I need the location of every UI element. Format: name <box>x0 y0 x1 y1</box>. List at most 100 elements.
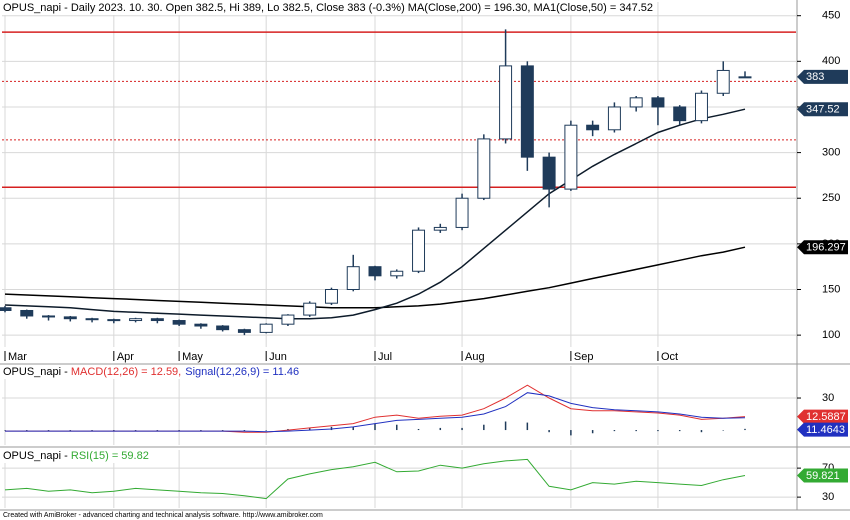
moving-average-line <box>4 108 746 320</box>
indicator-line <box>5 392 746 433</box>
histogram-bar <box>700 430 703 433</box>
price-label-box <box>797 409 848 424</box>
candle-body <box>20 309 34 317</box>
histogram-bar <box>178 430 180 431</box>
histogram-bar <box>352 426 354 431</box>
histogram-bar <box>570 430 572 436</box>
price-label: 12.5887 <box>806 411 846 423</box>
candle-body <box>368 266 382 277</box>
y-tick-label: 450 <box>822 10 840 22</box>
candle-body <box>629 97 643 108</box>
histogram-bar <box>134 430 137 431</box>
candle-body <box>303 302 317 316</box>
histogram-bar <box>374 423 376 431</box>
histogram-bar <box>504 421 507 431</box>
candle-body <box>85 318 99 321</box>
price-label-box <box>797 422 848 437</box>
histogram-bar <box>47 430 50 431</box>
title-background <box>0 449 158 463</box>
price-label-box <box>797 240 848 255</box>
histogram-bar <box>417 428 420 431</box>
histogram-bar <box>613 430 616 432</box>
candle-body <box>216 325 230 331</box>
candle-body <box>63 316 77 320</box>
histogram-bar <box>243 430 246 432</box>
candle-body <box>651 97 665 108</box>
histogram-bar <box>113 430 115 431</box>
candle-body <box>694 92 708 122</box>
candle-body <box>520 65 534 158</box>
histogram-bar <box>91 430 93 431</box>
histogram-bar <box>526 422 529 431</box>
histogram-bar <box>396 424 398 431</box>
histogram-bar <box>330 426 333 431</box>
candle-body <box>586 124 600 131</box>
y-tick-label: 300 <box>822 147 840 159</box>
histogram-bar <box>156 430 159 431</box>
histogram-bar <box>265 430 267 431</box>
footer: Created with AmiBroker - advanced charti… <box>3 512 323 519</box>
y-tick-label: 30 <box>822 491 834 503</box>
candle-body <box>0 307 12 311</box>
candle-body <box>194 323 208 327</box>
histogram-bar <box>722 430 724 431</box>
x-tick-label: Aug <box>465 351 485 363</box>
candle-body <box>237 329 251 333</box>
x-tick-label: Apr <box>117 351 134 363</box>
price-label: 196.297 <box>806 242 846 254</box>
histogram-bar <box>439 427 442 431</box>
candle-body <box>412 229 426 272</box>
histogram-bar <box>69 430 72 431</box>
candle-body <box>738 76 752 79</box>
moving-average-line <box>4 246 746 309</box>
chart-title: OPUS_napi - Daily 2023. 10. 30. Open 382… <box>3 2 653 14</box>
legend-entry: RSI(15) = 59.82 <box>71 450 149 462</box>
x-tick-label: Sep <box>574 351 594 363</box>
histogram-bar <box>287 428 289 431</box>
histogram-bar <box>635 430 637 432</box>
histogram-bar <box>26 430 28 431</box>
candle-body <box>107 319 121 322</box>
candle-body <box>673 106 687 122</box>
price-label-box <box>797 468 848 483</box>
histogram-bar <box>483 424 485 431</box>
histogram-bar <box>744 428 746 431</box>
y-tick-label: 30 <box>822 392 834 404</box>
candle-body <box>542 156 556 190</box>
histogram-bar <box>591 430 594 434</box>
candle-body <box>346 266 360 290</box>
y-tick-label: 400 <box>822 55 840 67</box>
candle-body <box>42 315 56 318</box>
panel-title: OPUS_napi - RSI(15) = 59.82 <box>3 450 149 462</box>
histogram-bar <box>461 427 463 431</box>
x-tick-label: May <box>182 351 203 363</box>
legend-entry: MACD(12,26) = 12.59, <box>71 366 181 378</box>
indicator-line <box>4 458 746 500</box>
price-label-box <box>797 102 848 117</box>
candle-body <box>150 318 164 322</box>
panel-label: OPUS_napi - <box>3 366 71 378</box>
candle-body <box>499 65 513 140</box>
histogram-bar <box>678 430 681 432</box>
legend-entry: Signal(12,26,9) = 11.46 <box>185 366 299 378</box>
histogram-bar <box>4 430 6 431</box>
candle-body <box>716 69 730 94</box>
y-tick-label: 250 <box>822 192 840 204</box>
title-background <box>0 0 656 15</box>
candle-body <box>172 320 186 325</box>
candle-body <box>259 323 273 333</box>
histogram-bar <box>221 430 224 431</box>
candle-body <box>324 289 338 304</box>
price-label: 347.52 <box>806 104 840 116</box>
price-label: 59.821 <box>806 470 840 482</box>
y-tick-label: 100 <box>822 329 840 341</box>
candle-body <box>564 124 578 190</box>
histogram-bar <box>200 430 202 431</box>
x-tick-label: Jun <box>269 351 287 363</box>
candle-body <box>281 314 295 325</box>
histogram-bar <box>308 427 311 431</box>
candle-body <box>477 138 491 199</box>
histogram-bar <box>657 430 659 432</box>
candle-body <box>433 226 447 231</box>
